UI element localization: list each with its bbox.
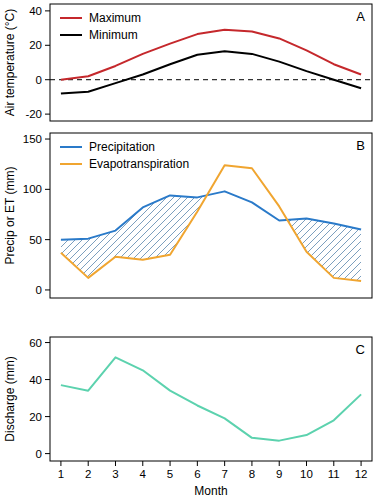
plot-frame [50, 337, 372, 461]
legend-swatch [60, 17, 82, 19]
panel: 0 50 100 150 Precip or ET (mm) B Precipitation… [3, 133, 372, 298]
plot-area [61, 133, 361, 281]
surplus-group [61, 133, 361, 281]
x-tick-label: 3 [112, 468, 118, 480]
y-tick-label: 150 [23, 133, 42, 145]
x-tick-label: 2 [85, 468, 91, 480]
x-tick [115, 461, 116, 466]
x-tick-label: 11 [328, 468, 340, 480]
y-tick-label: 50 [29, 234, 42, 246]
panel-label: B [356, 138, 365, 153]
legend-label: Minimum [89, 28, 138, 42]
legend-label: Maximum [89, 11, 141, 25]
series-line [61, 191, 361, 239]
y-tick [45, 453, 50, 454]
x-tick-label: 10 [300, 468, 313, 480]
y-axis-label: Precip or ET (mm) [3, 167, 17, 265]
y-axis-label: Air temperature (°C) [3, 9, 17, 117]
legend-label: Precipitation [89, 140, 155, 154]
legend-swatch [60, 146, 82, 148]
y-tick-label: 100 [23, 183, 42, 195]
x-tick [333, 461, 334, 466]
x-tick-label: 8 [249, 468, 255, 480]
y-tick [45, 139, 50, 140]
y-tick [45, 114, 50, 115]
plot-area [61, 357, 361, 440]
y-tick-label: 0 [36, 284, 42, 296]
x-tick-label: 5 [167, 468, 173, 480]
reference-line [50, 79, 372, 80]
panel: -20 0 20 40 Air temperature (°C) A Maximum Mini… [3, 4, 372, 121]
panel-label: C [356, 342, 365, 357]
x-tick-label: 7 [221, 468, 227, 480]
y-tick-label: 20 [29, 39, 42, 51]
y-tick-label: 40 [29, 5, 42, 17]
x-tick-label: 1 [58, 468, 64, 480]
y-tick [45, 416, 50, 417]
x-tick [60, 461, 61, 466]
legend-swatch [60, 163, 82, 165]
plot-frame [50, 4, 372, 121]
plot-frame [50, 133, 372, 298]
x-tick [170, 461, 171, 466]
x-tick [361, 461, 362, 466]
y-tick-label: 60 [29, 337, 42, 349]
x-tick-label: 9 [276, 468, 282, 480]
x-tick [197, 461, 198, 466]
x-axis-label: Month [194, 484, 227, 498]
y-tick [45, 342, 50, 343]
y-tick [45, 239, 50, 240]
y-tick-label: 40 [29, 374, 42, 386]
x-tick [88, 461, 89, 466]
x-tick [279, 461, 280, 466]
panel-label: A [356, 9, 365, 24]
figure: -2002040Air temperature (°C)AMaximumMini… [0, 0, 378, 500]
x-tick [142, 461, 143, 466]
x-tick-label: 12 [355, 468, 368, 480]
y-tick-label: 0 [36, 74, 42, 86]
legend-swatch [60, 34, 82, 36]
y-tick-label: -20 [25, 108, 42, 120]
y-tick [45, 45, 50, 46]
series-line [61, 165, 361, 281]
surplus-hatch [61, 133, 361, 281]
y-tick [45, 79, 50, 80]
x-tick-label: 4 [140, 468, 147, 480]
y-tick [45, 10, 50, 11]
series-line [61, 51, 361, 93]
y-tick-label: 20 [29, 411, 42, 423]
x-tick-label: 6 [194, 468, 200, 480]
y-tick [45, 289, 50, 290]
series-line [61, 357, 361, 440]
panel: 0204060Discharge (mm)123456789101112Mont… [3, 337, 372, 498]
y-tick-label: 0 [36, 448, 42, 460]
x-tick [306, 461, 307, 466]
x-tick [251, 461, 252, 466]
y-axis-label: Discharge (mm) [3, 356, 17, 441]
y-tick [45, 189, 50, 190]
x-tick [224, 461, 225, 466]
y-tick [45, 379, 50, 380]
legend-label: Evapotranspiration [89, 157, 189, 171]
